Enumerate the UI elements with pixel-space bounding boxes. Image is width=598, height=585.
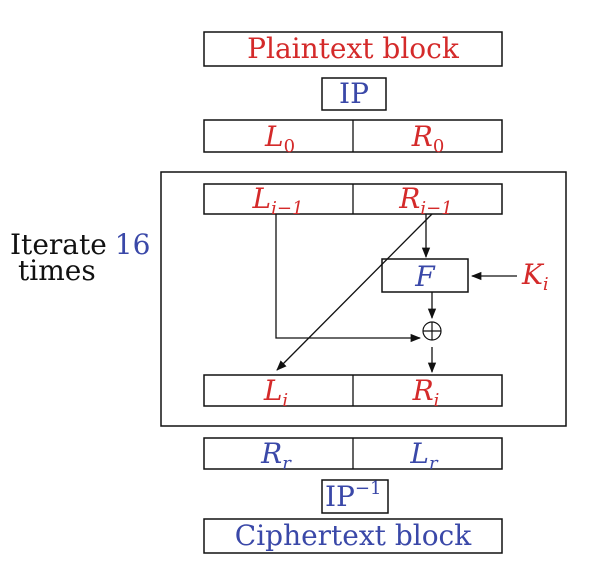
- iterate-suffix: times: [18, 254, 96, 287]
- li-ri-row: Li Ri: [203, 374, 503, 411]
- ri-minus-1-to-li-arrow: [276, 213, 433, 371]
- f-function-box: F: [381, 258, 469, 293]
- ki-label: Ki: [521, 258, 549, 295]
- ip-inverse-label: IP−1: [325, 478, 381, 513]
- rr-label: Rr: [260, 437, 292, 474]
- l0-r0-row: L0 R0: [203, 119, 503, 157]
- ip-box: IP: [321, 77, 387, 111]
- li-label: Li: [263, 374, 288, 411]
- xor-icon: [422, 321, 442, 341]
- ciphertext-block: Ciphertext block: [203, 518, 503, 554]
- li-minus-1-ri-minus-1-row: Li−1 Ri−1: [203, 182, 503, 219]
- ip-label: IP: [339, 77, 369, 110]
- r0-label: R0: [411, 120, 445, 157]
- round-frame: [160, 171, 567, 427]
- ciphertext-label: Ciphertext block: [235, 519, 472, 552]
- f-label: F: [414, 260, 436, 293]
- iterate-count: 16: [115, 228, 151, 261]
- ip-inverse-box: IP−1: [321, 478, 389, 514]
- rr-lr-row: Rr Lr: [203, 437, 503, 474]
- li-minus-1-label: Li−1: [252, 182, 304, 219]
- lr-label: Lr: [409, 437, 439, 474]
- ri-label: Ri: [412, 374, 440, 411]
- ri-minus-1-label: Ri−1: [398, 182, 452, 219]
- li-minus-1-to-xor-path: [275, 214, 422, 343]
- iterate-prefix: Iterate: [10, 228, 107, 261]
- plaintext-label: Plaintext block: [247, 32, 460, 65]
- l0-label: L0: [264, 120, 295, 157]
- plaintext-block: Plaintext block: [203, 31, 503, 67]
- iterate-label: Iterate 16 times: [10, 228, 150, 287]
